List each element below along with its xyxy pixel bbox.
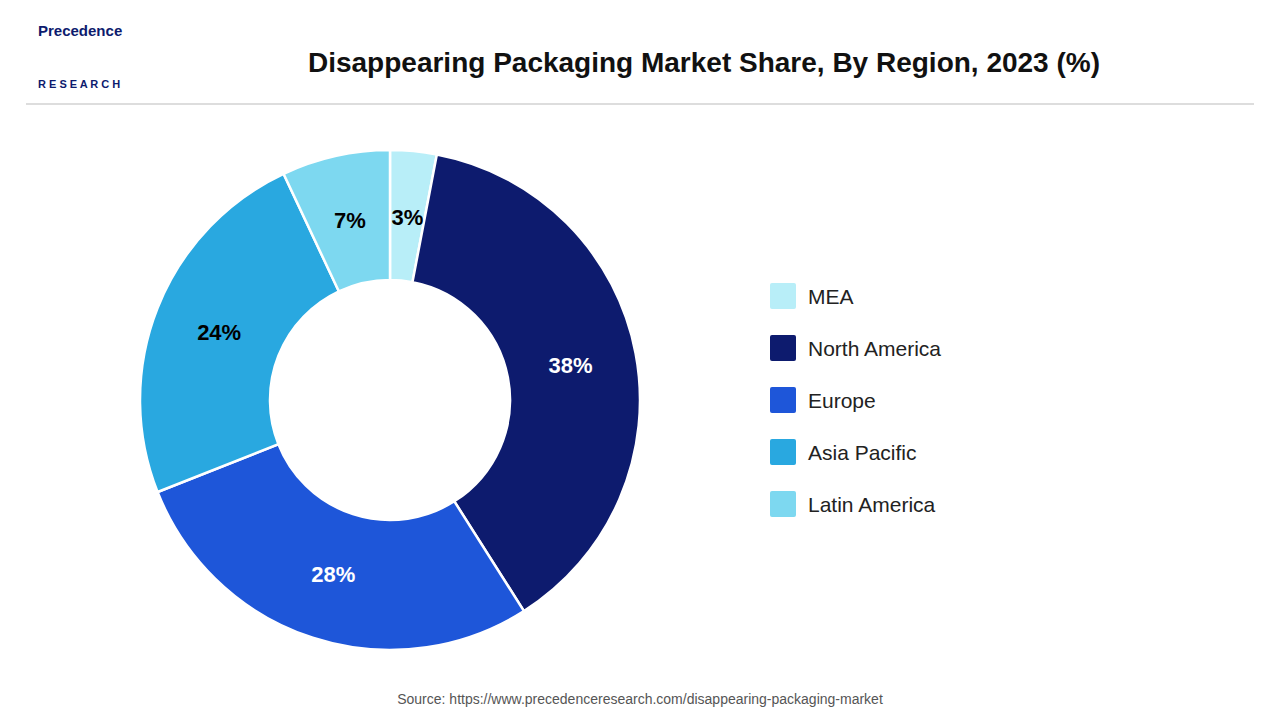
data-label: 7% <box>334 208 366 233</box>
legend-swatch <box>770 439 796 465</box>
data-label: 3% <box>391 205 423 230</box>
chart-container: Precedence R E S E A R C H Disappearing Pa… <box>0 0 1280 720</box>
legend-label: North America <box>808 337 941 360</box>
data-label: 24% <box>197 320 241 345</box>
source-note: Source: https://www.precedenceresearch.c… <box>397 691 883 707</box>
separator <box>26 104 1254 105</box>
data-label: 28% <box>311 562 355 587</box>
legend: MEA North America Europe Asia Pacific Latin … <box>770 283 941 517</box>
title: Disappearing Packaging Market Share, By … <box>308 47 1100 78</box>
donut <box>140 150 640 650</box>
legend-label: MEA <box>808 285 854 308</box>
legend-label: Latin America <box>808 493 936 516</box>
chart-svg: Precedence R E S E A R C H Disappearing Pa… <box>0 0 1280 720</box>
legend-label: Asia Pacific <box>808 441 917 464</box>
background <box>0 0 1280 720</box>
data-labels: 3% 38% 28% 24% 7% <box>197 205 592 588</box>
legend-swatch <box>770 387 796 413</box>
donut-slice <box>284 150 390 291</box>
logo-line: R E S E A R C H <box>38 78 120 90</box>
legend-swatch <box>770 335 796 361</box>
data-label: 38% <box>548 353 592 378</box>
legend-label: Europe <box>808 389 876 412</box>
legend-swatch <box>770 491 796 517</box>
logo-line: Precedence <box>38 22 122 39</box>
legend-swatch <box>770 283 796 309</box>
donut-slice <box>158 444 524 650</box>
